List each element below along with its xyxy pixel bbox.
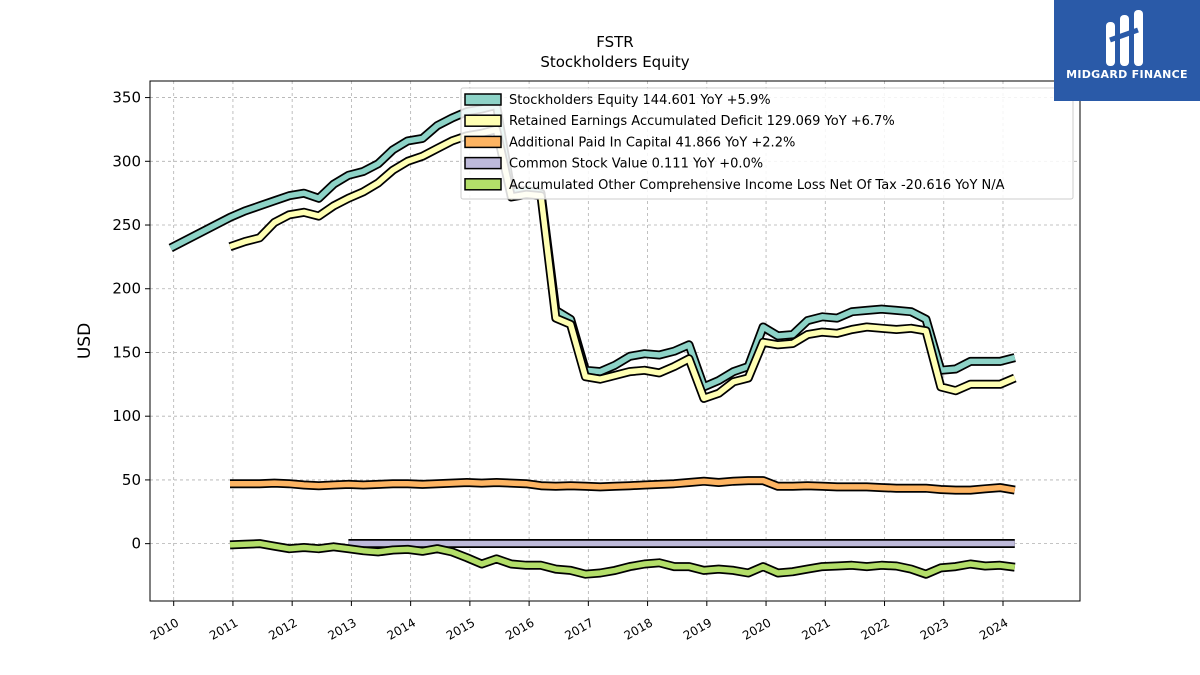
legend-swatch (464, 178, 502, 191)
x-tick-label: 2012 (266, 615, 299, 642)
x-tick-label: 2013 (325, 615, 358, 642)
legend-swatch (464, 114, 502, 127)
legend-swatch (464, 93, 502, 106)
y-tick-label: 0 (131, 535, 141, 553)
legend-box (460, 87, 1074, 200)
y-tick-label: 300 (112, 152, 141, 170)
chart-title: FSTR (596, 33, 634, 51)
x-tick-label: 2017 (562, 615, 595, 642)
x-tick-label: 2020 (740, 615, 773, 642)
series-line (230, 477, 1016, 493)
plot-frame (149, 80, 1081, 602)
y-tick-label: 150 (112, 343, 141, 361)
legend-entry: Retained Earnings Accumulated Deficit 12… (509, 114, 895, 129)
x-tick-label: 2022 (859, 615, 892, 642)
y-tick-label: 100 (112, 407, 141, 425)
x-tick-label: 2011 (207, 615, 240, 642)
legend-swatch (464, 156, 502, 170)
x-tick-label: 2018 (622, 615, 655, 642)
y-tick-label: 250 (112, 216, 141, 234)
x-tick-label: 2023 (918, 615, 951, 642)
logo-mark-icon (1106, 10, 1143, 66)
y-tick-label: 350 (112, 89, 141, 107)
legend-entry: Accumulated Other Comprehensive Income L… (509, 178, 1005, 193)
legend-entry: Additional Paid In Capital 41.866 YoY +2… (509, 135, 795, 150)
x-tick-label: 2015 (444, 615, 477, 642)
legend-entry: Stockholders Equity 144.601 YoY +5.9% (509, 93, 771, 108)
series-line (229, 126, 1016, 402)
chart-subtitle: Stockholders Equity (540, 53, 690, 71)
legend-entry: Common Stock Value 0.111 YoY +0.0% (509, 157, 763, 172)
y-axis-label: USD (75, 323, 95, 359)
legend-swatch (464, 135, 502, 149)
x-tick-label: 2024 (977, 615, 1010, 642)
brand-name: MIDGARD FINANCE (1066, 68, 1188, 81)
midgard-finance-logo: MIDGARD FINANCE (1054, 0, 1200, 101)
x-tick-label: 2010 (148, 615, 181, 642)
series-line (169, 102, 1016, 390)
series-line (229, 540, 1016, 577)
x-tick-label: 2021 (799, 615, 832, 642)
y-tick-label: 50 (122, 471, 141, 489)
x-tick-label: 2014 (385, 615, 418, 642)
x-tick-label: 2016 (503, 615, 536, 642)
y-tick-label: 200 (112, 280, 141, 298)
x-tick-label: 2019 (681, 615, 714, 642)
